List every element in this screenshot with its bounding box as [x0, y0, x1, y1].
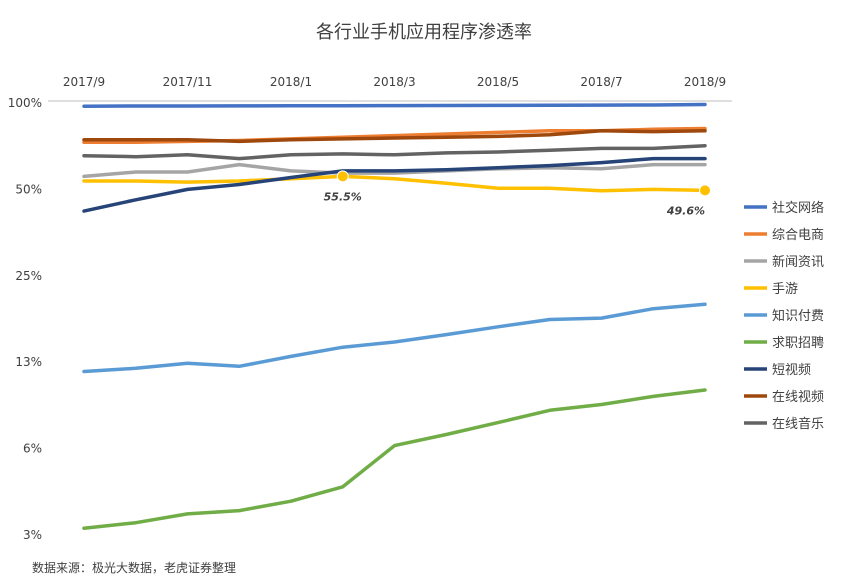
source-note: 数据来源：极光大数据，老虎证券整理 [32, 560, 236, 575]
series-line-知识付费 [82, 302, 707, 374]
data-point-marker [699, 184, 711, 197]
axes: 2017/9 2017/11 2018/1 2018/3 2018/5 2018/7 201… [8, 75, 732, 542]
x-tick-label: 2017/9 [63, 75, 105, 89]
series-line-短视频 [82, 156, 707, 213]
x-tick-label: 2018/1 [270, 75, 312, 89]
chart-title: 各行业手机应用程序渗透率 [316, 22, 532, 43]
legend-label: 新闻资讯 [772, 254, 824, 270]
y-tick-label: 13% [15, 355, 42, 369]
y-tick-label: 6% [23, 442, 42, 456]
y-tick-label: 25% [15, 269, 42, 283]
y-tick-label: 3% [23, 528, 42, 542]
x-tick-label: 2018/3 [373, 75, 415, 89]
legend-label: 手游 [772, 282, 798, 297]
x-tick-label: 2018/9 [684, 75, 726, 89]
y-tick-label: 50% [15, 182, 42, 196]
legend-label: 求职招聘 [772, 336, 824, 351]
legend-label: 社交网络 [772, 200, 824, 216]
data-point-marker [336, 170, 349, 183]
legend-label: 在线视频 [772, 390, 824, 405]
y-tick-label: 100% [8, 96, 42, 110]
series-line-新闻资讯 [82, 162, 707, 179]
legend-label: 知识付费 [772, 308, 824, 324]
series-lines [82, 102, 707, 530]
series-line-在线视频 [82, 129, 707, 144]
series-line-社交网络 [82, 102, 707, 108]
series-line-求职招聘 [82, 388, 707, 530]
data-label: 55.5% [324, 190, 362, 203]
legend-label: 短视频 [772, 363, 811, 378]
x-tick-label: 2017/11 [163, 75, 213, 89]
x-tick-label: 2018/7 [580, 75, 622, 89]
annotations: 55.5% 49.6% [324, 170, 711, 217]
series-line-在线音乐 [82, 143, 707, 161]
legend-label: 在线音乐 [772, 416, 824, 432]
legend-label: 综合电商 [772, 228, 824, 243]
data-label: 49.6% [666, 204, 705, 217]
series-line-手游 [82, 174, 707, 193]
x-tick-label: 2018/5 [477, 75, 519, 89]
